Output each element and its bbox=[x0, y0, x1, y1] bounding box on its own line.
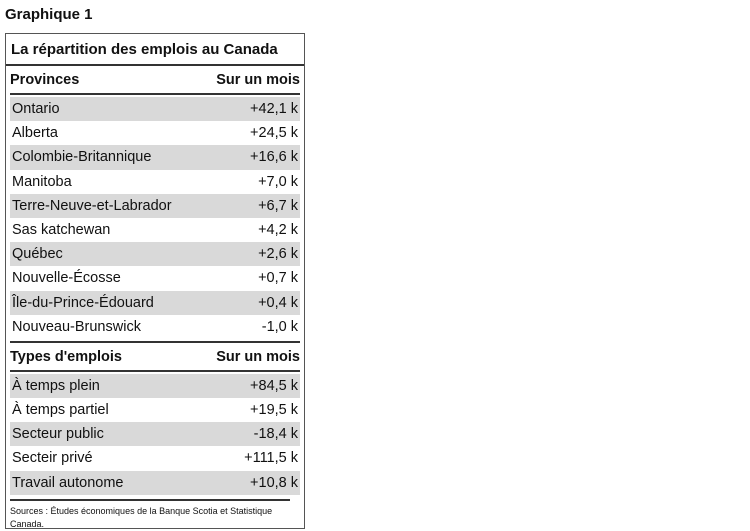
table-row: Nouveau-Brunswick -1,0 k bbox=[10, 315, 300, 339]
row-label: Travail autonome bbox=[12, 474, 124, 491]
table-row: Manitoba +7,0 k bbox=[10, 170, 300, 194]
row-value: +0,7 k bbox=[258, 270, 298, 287]
header-cell: Sur un mois bbox=[216, 348, 300, 365]
header-cell: Types d'emplois bbox=[10, 348, 122, 365]
section-header: Types d'emplois Sur un mois bbox=[10, 340, 300, 372]
table-row: Ontario +42,1 k bbox=[10, 97, 300, 122]
table-row: Colombie-Britannique +16,6 k bbox=[10, 145, 300, 170]
row-label: À temps plein bbox=[12, 377, 100, 394]
row-label: Nouveau-Brunswick bbox=[12, 318, 141, 335]
header-cell: Provinces bbox=[10, 72, 80, 88]
row-value: +2,6 k bbox=[258, 246, 298, 263]
row-value: +42,1 k bbox=[250, 101, 298, 117]
table-row: Québec +2,6 k bbox=[10, 242, 300, 267]
row-value: -1,0 k bbox=[261, 318, 298, 335]
row-value: +4,2 k bbox=[258, 221, 298, 238]
row-label: Terre-Neuve-et-Labrador bbox=[12, 197, 172, 214]
row-value: +7,0 k bbox=[258, 173, 298, 190]
table-box: La répartition des emplois au Canada Pro… bbox=[5, 33, 305, 529]
row-value: +24,5 k bbox=[250, 125, 298, 142]
header-cell: Sur un mois bbox=[216, 72, 300, 88]
table-row: À temps partiel +19,5 k bbox=[10, 398, 300, 422]
row-value: +6,7 k bbox=[258, 197, 298, 214]
table-row: Travail autonome +10,8 k bbox=[10, 470, 300, 495]
table-row: Nouvelle-Écosse +0,7 k bbox=[10, 266, 300, 290]
row-value: -18,4 k bbox=[253, 426, 298, 443]
table-row: Île-du-Prince-Édouard +0,4 k bbox=[10, 290, 300, 315]
row-value: +19,5 k bbox=[250, 402, 298, 419]
table-row: Secteur public -18,4 k bbox=[10, 422, 300, 447]
section-rows: À temps plein +84,5 k À temps partiel +19,5… bbox=[6, 372, 304, 495]
table-row: Sas katchewan +4,2 k bbox=[10, 218, 300, 242]
source-note: Sources : Études économiques de la Banqu… bbox=[10, 498, 290, 531]
row-label: Île-du-Prince-Édouard bbox=[12, 294, 154, 311]
row-value: +84,5 k bbox=[250, 377, 298, 394]
row-label: Colombie-Britannique bbox=[12, 149, 152, 166]
row-label: Secteir privé bbox=[12, 450, 93, 467]
row-value: +10,8 k bbox=[250, 474, 298, 491]
row-value: +111,5 k bbox=[244, 450, 298, 467]
row-label: Secteur public bbox=[12, 426, 104, 443]
row-label: À temps partiel bbox=[12, 402, 109, 419]
row-label: Sas katchewan bbox=[12, 221, 111, 238]
row-label: Ontario bbox=[12, 101, 60, 117]
table-row: Alberta +24,5 k bbox=[10, 121, 300, 145]
page-title: Graphique 1 bbox=[5, 6, 93, 23]
row-label: Québec bbox=[12, 246, 63, 263]
table-title: La répartition des emplois au Canada bbox=[6, 34, 304, 66]
table-row: Terre-Neuve-et-Labrador +6,7 k bbox=[10, 193, 300, 218]
table-row: À temps plein +84,5 k bbox=[10, 373, 300, 399]
table-row: Secteir privé +111,5 k bbox=[10, 446, 300, 470]
row-value: +0,4 k bbox=[258, 294, 298, 311]
section-header: Provinces Sur un mois bbox=[10, 66, 300, 95]
row-label: Alberta bbox=[12, 125, 58, 142]
row-label: Manitoba bbox=[12, 173, 72, 190]
row-value: +16,6 k bbox=[250, 149, 298, 166]
section-rows: Ontario +42,1 k Alberta +24,5 k Colombie-Bri… bbox=[6, 95, 304, 339]
row-label: Nouvelle-Écosse bbox=[12, 270, 121, 287]
